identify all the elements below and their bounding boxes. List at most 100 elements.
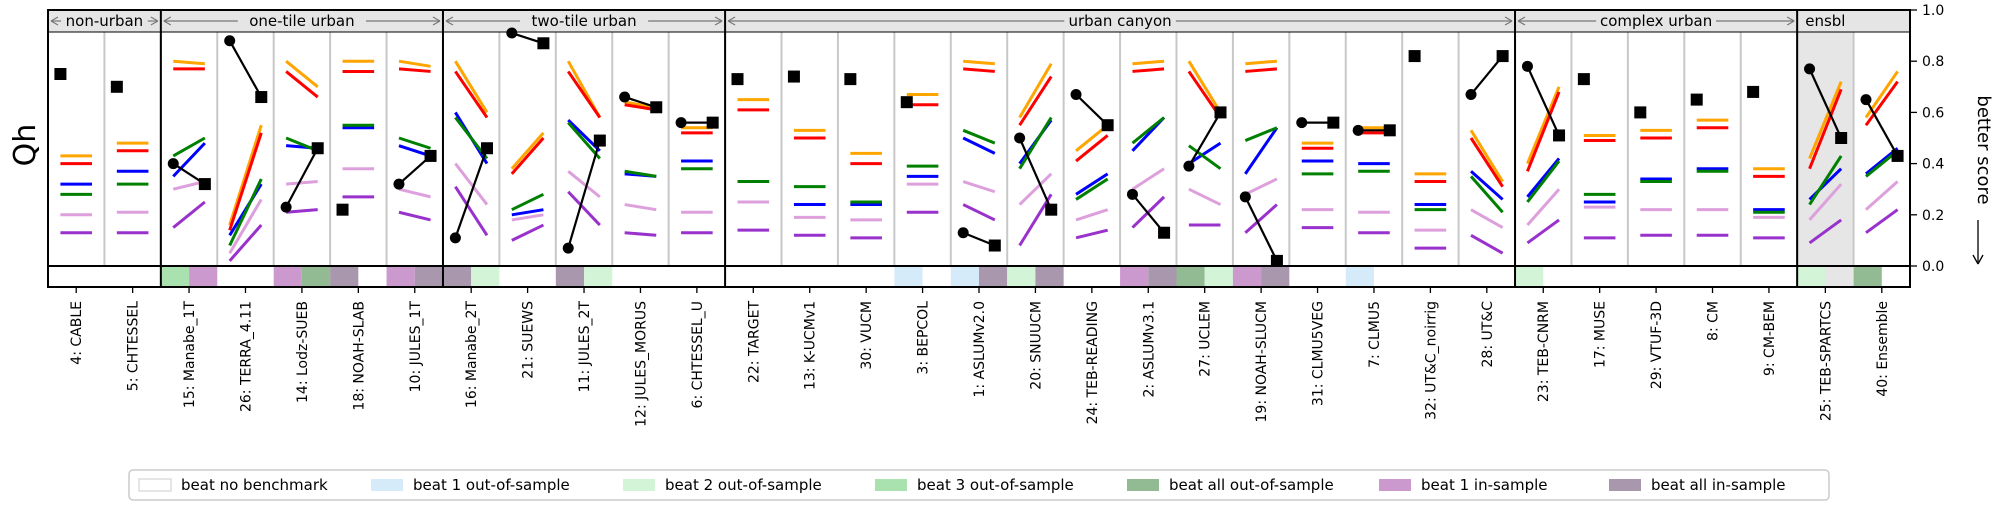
score-line-lavender [285,180,318,186]
score-line-lavender [1018,172,1053,206]
rank-connector [1244,196,1278,262]
score-line-lavender [1075,208,1109,222]
legend-label: beat 1 in-sample [1421,476,1548,494]
score-line-orange [510,131,545,170]
score-line-orange [1132,59,1165,66]
y-axis-label: Qh [8,124,43,167]
x-tick-label: 2: ASLUMv3.1 [1141,301,1157,398]
rank-marker-square [1496,50,1509,63]
rank-marker-square [198,178,211,191]
score-line-green [624,169,657,178]
rank-marker-circle [1126,188,1138,200]
x-tick-label: 3: BEPCOL [916,301,932,375]
legend-box [128,469,1830,501]
group-label: ensbl [1805,12,1845,30]
x-tick-label: 27: UCLEM [1198,301,1214,377]
legend-label: beat all out-of-sample [1169,476,1334,494]
score-line-orange [454,60,489,114]
score-line-purple [1075,228,1109,240]
rank-marker-square [1835,132,1848,144]
x-tick-label: 9: CM-BEM [1762,301,1778,376]
rank-marker-square [537,37,550,50]
rank-marker-circle [1296,117,1308,129]
rank-connector [1187,111,1222,167]
benchmark-cell [950,267,979,286]
x-tick-label: 14: Lodz-SUEB [295,301,311,403]
rank-marker-circle [619,91,631,103]
score-line-green [1526,160,1561,203]
rank-marker-circle [1183,160,1195,172]
legend-swatch [623,479,655,491]
score-line-green [172,136,206,158]
score-line-lavender [624,203,657,212]
y-tick-label: 0.8 [1922,54,1944,70]
rank-marker-square [1577,73,1590,86]
y-tick-label: 1.0 [1922,3,1944,19]
score-line-red [963,67,995,73]
rank-connector [567,140,601,249]
score-line-blue [962,136,996,155]
legend-swatch [1379,479,1411,491]
benchmark-cell [1853,267,1882,286]
score-line-orange [1245,59,1278,66]
rank-marker-square [1270,254,1283,267]
x-tick-label: 28: UT&C [1480,301,1496,368]
rank-marker-square [1408,50,1421,63]
benchmark-cell [894,267,923,286]
score-line-green [1018,116,1053,170]
rank-marker-circle [506,27,518,39]
rank-marker-square [1553,129,1566,142]
rank-marker-square [424,149,437,162]
x-tick-label: 10: JULES_1T [408,301,424,393]
score-line-orange [1187,60,1222,114]
rank-connector [1018,137,1053,211]
score-line-blue [1470,170,1504,201]
x-tick-label: 20: SNUUCM [1028,301,1044,390]
group-label: complex urban [1600,12,1712,30]
score-line-red [566,70,602,119]
legend-label: beat 2 out-of-sample [665,476,822,494]
group-arrowhead [432,16,441,26]
x-tick-label: 40: Ensemble [1875,301,1891,397]
rank-marker-circle [1239,191,1251,203]
x-tick-label: 30: VUCM [859,301,875,370]
score-line-blue [1188,141,1222,165]
y-tick-label: 0.2 [1922,208,1944,224]
score-line-red [454,70,489,119]
score-line-orange [228,124,263,226]
rank-marker-circle [1860,94,1872,106]
rank-connector [1808,68,1843,139]
better-score-arrowhead [1972,254,1984,265]
rank-marker-square [255,91,268,104]
rank-connector [1131,193,1165,234]
group-arrowhead [1517,16,1526,26]
benchmark-cell [414,267,443,286]
x-tick-label: 13: K-UCMv1 [803,301,819,390]
benchmark-cell [273,267,302,286]
score-line-purple [624,231,657,237]
better-score-label: better score [1973,95,1994,204]
rank-connector [285,147,319,208]
rank-connector [1526,65,1561,136]
score-line-red [1132,67,1165,73]
rank-marker-square [1214,106,1227,119]
score-line-lavender [1188,187,1222,206]
score-line-orange [1808,81,1843,160]
rank-marker-circle [224,35,236,47]
rank-marker-circle [1014,132,1026,144]
rank-marker-circle [280,201,292,213]
rank-marker-square [1634,106,1647,119]
benchmark-cell [160,267,190,286]
legend-swatch [875,479,907,491]
score-line-green [228,178,263,247]
x-tick-label: 4: CABLE [69,301,85,365]
legend-label: beat no benchmark [181,476,328,494]
rank-marker-square [1690,93,1703,106]
score-line-green [1244,126,1278,142]
ensemble-background [1797,10,1854,287]
x-tick-label: 12: JULES_MORUS [633,301,649,427]
score-line-orange [1864,70,1899,119]
x-tick-label: 25: TEB-SPARTCS [1818,301,1834,421]
rank-marker-square [650,101,663,114]
